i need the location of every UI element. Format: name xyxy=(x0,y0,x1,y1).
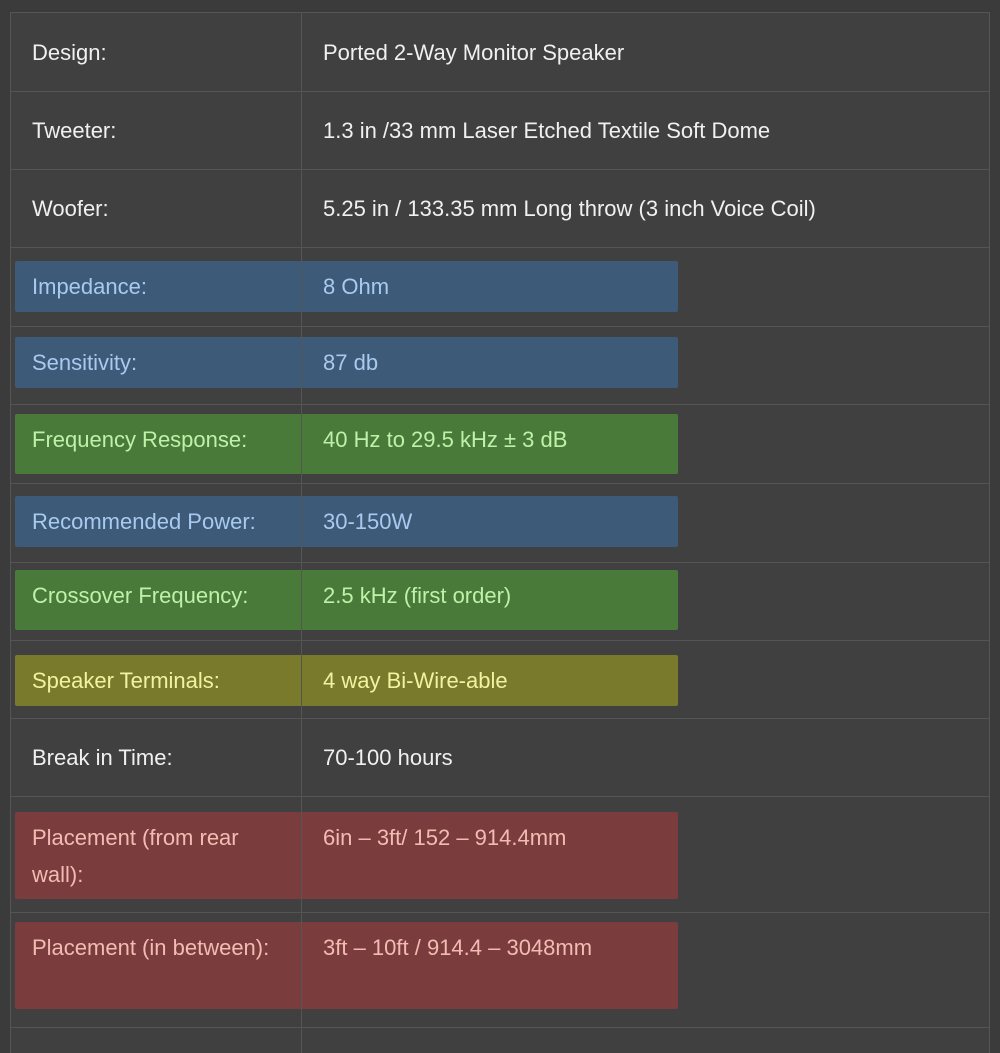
spec-label: Placement (in between): xyxy=(32,935,270,960)
spec-value: 40 Hz to 29.5 kHz ± 3 dB xyxy=(323,427,568,452)
specs-table: Design: Ported 2-Way Monitor Speaker Tweet… xyxy=(10,12,990,1053)
spec-value: 8 Ohm xyxy=(323,274,390,299)
spec-label: Tweeter: xyxy=(32,118,117,143)
table-row: Tweeter: 1.3 in /33 mm Laser Etched Texti… xyxy=(11,91,989,170)
spec-value: 70-100 hours xyxy=(323,745,453,770)
table-row: Break in Time: 70-100 hours xyxy=(11,718,989,797)
table-row: Placement (in between): 3ft – 10ft / 914.… xyxy=(11,912,989,1028)
row-highlight xyxy=(15,414,678,474)
table-row: Crossover Frequency: 2.5 kHz (first order… xyxy=(11,562,989,641)
table-row: Frequency Response: 40 Hz to 29.5 kHz ± 3… xyxy=(11,404,989,484)
spec-label: Speaker Terminals: xyxy=(32,668,220,693)
table-row: Woofer: 5.25 in / 133.35 mm Long throw (3… xyxy=(11,169,989,248)
spec-label: Impedance: xyxy=(32,274,147,299)
row-highlight xyxy=(15,922,678,1009)
row-highlight xyxy=(15,655,678,706)
spec-label: Woofer: xyxy=(32,196,109,221)
table-row: Design: Ported 2-Way Monitor Speaker xyxy=(11,13,989,92)
spec-value: 5.25 in / 133.35 mm Long throw (3 inch V… xyxy=(323,196,816,221)
row-highlight xyxy=(15,570,678,630)
table-row: Placement (from rear wall): 6in – 3ft/ 15… xyxy=(11,796,989,913)
spec-label: Frequency Response: xyxy=(32,427,248,452)
spec-label: Crossover Frequency: xyxy=(32,583,249,608)
table-row: Recommended Power: 30-150W xyxy=(11,483,989,563)
column-divider xyxy=(301,13,302,1053)
spec-value: 4 way Bi-Wire-able xyxy=(323,668,508,693)
spec-value: 3ft – 10ft / 914.4 – 3048mm xyxy=(323,935,593,960)
row-highlight xyxy=(15,496,678,547)
spec-label: Recommended Power: xyxy=(32,509,256,534)
spec-value: 87 db xyxy=(323,350,379,375)
table-row: Speaker Terminals: 4 way Bi-Wire-able xyxy=(11,640,989,719)
spec-value: 6in – 3ft/ 152 – 914.4mm xyxy=(323,825,567,850)
table-row: Impedance: 8 Ohm xyxy=(11,247,989,327)
spec-label: Break in Time: xyxy=(32,745,173,770)
spec-value: 2.5 kHz (first order) xyxy=(323,583,512,608)
spec-value: 1.3 in /33 mm Laser Etched Textile Soft … xyxy=(323,118,771,143)
row-highlight xyxy=(15,337,678,388)
row-highlight xyxy=(15,812,678,899)
spec-label: Sensitivity: xyxy=(32,350,138,375)
spec-value: 30-150W xyxy=(323,509,413,534)
spec-label: Placement (from rear wall): xyxy=(32,825,239,887)
spec-value: Ported 2-Way Monitor Speaker xyxy=(323,40,625,65)
table-row: Sensitivity: 87 db xyxy=(11,326,989,405)
spec-label: Design: xyxy=(32,40,107,65)
row-highlight xyxy=(15,261,678,312)
